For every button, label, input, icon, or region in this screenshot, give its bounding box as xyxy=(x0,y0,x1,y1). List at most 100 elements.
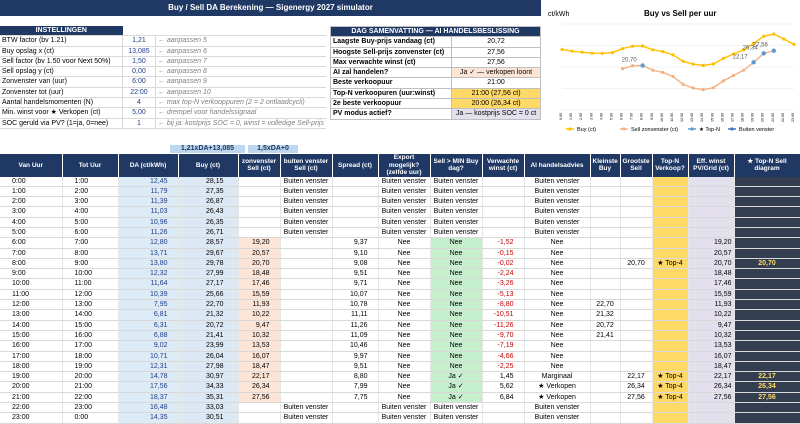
table-cell xyxy=(590,402,621,414)
table-row: 6:00 7:00 12,80 28,57 19,20 9,37 Nee Nee -1,52 Ne… xyxy=(0,237,800,249)
setting-value[interactable]: 4 xyxy=(122,97,156,109)
chart-point xyxy=(771,48,777,53)
setting-row: Sell opslag y (ct) 0,00 ← aanpassen 8 xyxy=(0,66,326,78)
table-cell: 12:00 xyxy=(0,299,63,311)
table-cell: Buiten venster xyxy=(524,227,591,239)
table-cell xyxy=(590,206,621,218)
table-cell: 26,87 xyxy=(178,196,239,208)
table-cell: 14:00 xyxy=(0,320,63,331)
table-cell: Marginaal xyxy=(524,371,591,383)
chart-point xyxy=(741,68,746,72)
table-cell: Buiten venster xyxy=(280,206,333,218)
chart-point xyxy=(721,79,725,83)
setting-value[interactable]: 13,085 xyxy=(122,46,156,57)
table-cell xyxy=(734,278,800,290)
table-cell: Nee xyxy=(430,320,483,331)
table-cell xyxy=(652,402,689,414)
table-cell: 20,72 xyxy=(178,320,239,331)
table-cell xyxy=(590,268,621,280)
table-cell: Nee xyxy=(430,330,483,342)
table-cell: 9,02 xyxy=(118,340,179,352)
chart-tick-label: 13:00 xyxy=(690,113,694,122)
chart-point xyxy=(772,32,776,36)
table-cell xyxy=(238,227,281,239)
chart-point xyxy=(651,48,655,52)
table-cell xyxy=(280,278,333,290)
chart-point xyxy=(620,67,625,71)
table-cell: Nee xyxy=(524,268,591,280)
table-row: 5:00 6:00 11,26 26,71 Buiten venster Buiten v… xyxy=(0,227,800,239)
table-cell xyxy=(332,402,379,414)
table-cell xyxy=(652,237,689,249)
table-cell xyxy=(280,248,333,259)
table-cell: 11,03 xyxy=(118,206,179,218)
table-cell: 11,09 xyxy=(332,330,379,342)
table-row: 8:00 9:00 13,80 29,78 20,70 9,08 Nee Nee -0,02 Ne… xyxy=(0,258,800,270)
setting-value[interactable]: 1 xyxy=(122,118,156,129)
table-cell: Nee xyxy=(378,299,431,311)
chart-tick-label: 10:00 xyxy=(660,113,664,122)
table-cell: 13,53 xyxy=(688,340,735,352)
table-cell: 10:00 xyxy=(0,278,63,290)
summary-label: Hoogste Sell-prijs zonvenster (ct) xyxy=(329,46,453,58)
table-cell xyxy=(482,186,525,198)
table-cell xyxy=(734,176,800,187)
table-cell xyxy=(620,330,653,342)
table-cell xyxy=(620,227,653,239)
chart-tick-label: 4:00 xyxy=(599,113,603,120)
setting-value[interactable]: 22:00 xyxy=(122,87,156,99)
table-cell: Nee xyxy=(430,361,483,373)
setting-value[interactable]: 1,21 xyxy=(122,35,156,47)
setting-value[interactable]: 5,00 xyxy=(122,107,156,119)
setting-row: Zonvenster tot (uur) 22:00 ← aanpassen 10 xyxy=(0,87,326,99)
chart-point xyxy=(560,47,564,52)
setting-value[interactable]: 6:00 xyxy=(122,76,156,88)
chart-point xyxy=(631,44,635,48)
table-row: 2:00 3:00 11,39 26,87 Buiten venster Buiten v… xyxy=(0,196,800,208)
table-cell: 10,46 xyxy=(332,340,379,352)
table-row: 15:00 16:00 6,88 21,41 10,32 11,09 Nee Nee -9,70… xyxy=(0,330,800,342)
summary-value: 27,56 xyxy=(451,46,541,58)
setting-value[interactable]: 0,00 xyxy=(122,66,156,78)
table-cell: ★ Top-4 xyxy=(652,392,689,404)
chart-point xyxy=(651,68,655,72)
table-cell: Buiten venster xyxy=(378,186,431,198)
table-cell: 9,51 xyxy=(332,361,379,373)
chart-point xyxy=(751,60,756,65)
table-cell: Nee xyxy=(430,237,483,249)
summary-value: 27,56 xyxy=(451,56,541,69)
summary-panel: DAG SAMENVATTING — AI HANDELSBESLISSING … xyxy=(329,25,541,120)
setting-value[interactable]: 1,50 xyxy=(122,56,156,68)
table-cell xyxy=(620,402,653,414)
table-cell xyxy=(620,196,653,208)
chart-legend-marker xyxy=(568,127,572,131)
chart-point xyxy=(600,51,604,55)
grid-header-row: Van Uur Tot Uur DA (ct/kWh) Buy (ct) zonvens… xyxy=(0,154,800,177)
summary-value: 20,72 xyxy=(451,36,541,48)
table-cell xyxy=(590,278,621,290)
table-cell: 12,31 xyxy=(118,361,179,373)
summary-row: Beste verkoopuur 21:00 xyxy=(329,77,541,89)
table-cell: 10:00 xyxy=(62,268,119,280)
setting-note: ← drempel voor handelssignaal xyxy=(155,107,326,119)
chart-legend-label: Buiten venster xyxy=(739,127,774,133)
setting-note: ← bij ja: kostprijs SOC = 0, winst = vol… xyxy=(155,118,326,129)
table-cell: 14,35 xyxy=(118,412,179,424)
chart-tick-label: 6:00 xyxy=(620,113,624,120)
summary-label: AI zal handelen? xyxy=(329,67,453,79)
column-header: Kleinste Buy xyxy=(590,154,621,177)
setting-row: Min. winst voor ★ Verkopen (ct) 5,00 ← dre… xyxy=(0,107,326,119)
table-cell xyxy=(652,289,689,301)
table-cell xyxy=(652,206,689,218)
chart-tick-label: 3:00 xyxy=(589,113,593,120)
table-cell: 14:00 xyxy=(62,309,119,321)
table-cell xyxy=(652,196,689,208)
table-cell: 27,56 xyxy=(734,392,800,404)
table-cell: Buiten venster xyxy=(378,412,431,424)
table-cell xyxy=(734,237,800,249)
table-cell: 30,97 xyxy=(178,371,239,383)
column-header: Sell > MIN Buy dag? xyxy=(430,154,483,177)
table-cell xyxy=(482,412,525,424)
table-cell: Nee xyxy=(378,392,431,404)
table-cell xyxy=(652,186,689,198)
